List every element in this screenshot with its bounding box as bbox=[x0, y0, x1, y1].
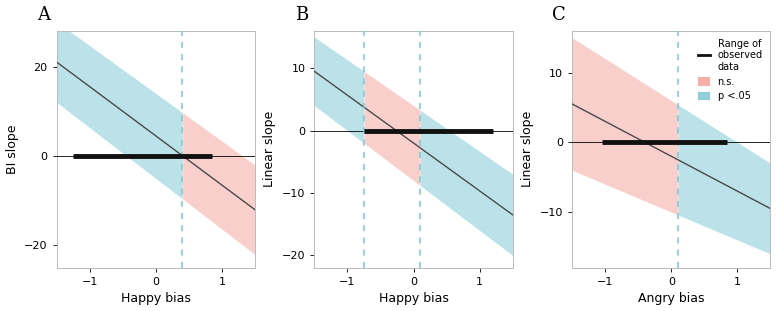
Y-axis label: BI slope: BI slope bbox=[5, 124, 19, 174]
Legend: Range of
observed
data, n.s., p <.05: Range of observed data, n.s., p <.05 bbox=[695, 35, 766, 104]
X-axis label: Angry bias: Angry bias bbox=[638, 292, 705, 305]
Text: B: B bbox=[295, 6, 308, 24]
X-axis label: Happy bias: Happy bias bbox=[379, 292, 449, 305]
Text: C: C bbox=[553, 6, 566, 24]
Y-axis label: Linear slope: Linear slope bbox=[521, 111, 534, 188]
Text: A: A bbox=[36, 6, 50, 24]
X-axis label: Happy bias: Happy bias bbox=[121, 292, 191, 305]
Y-axis label: Linear slope: Linear slope bbox=[263, 111, 276, 188]
